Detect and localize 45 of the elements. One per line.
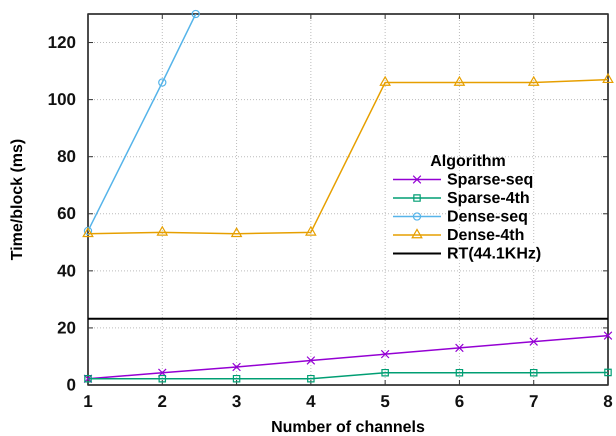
point	[456, 368, 464, 376]
point	[156, 226, 168, 236]
legend-label: Dense-seq	[447, 208, 528, 226]
x-tick-label: 7	[528, 392, 538, 412]
legend-label: Sparse-4th	[447, 190, 530, 207]
legend-label: Dense-4th	[447, 227, 524, 244]
y-axis-title: Time/block (ms)	[9, 138, 26, 260]
y-tick-label: 40	[57, 261, 76, 280]
point	[604, 331, 612, 340]
y-tick-label: 60	[57, 204, 76, 224]
point	[158, 368, 167, 378]
point	[528, 76, 540, 86]
x-axis-title: Number of channels	[271, 419, 425, 436]
point	[305, 226, 316, 236]
x-tick-label: 5	[380, 392, 390, 412]
x-tick-label: 8	[603, 392, 613, 412]
point	[232, 374, 240, 382]
point	[455, 343, 464, 352]
point	[454, 76, 465, 86]
point	[306, 356, 316, 365]
x-tick-label: 1	[83, 392, 93, 412]
x-tick-label: 3	[232, 392, 242, 412]
y-tick-label: 0	[66, 375, 76, 394]
legend-title: Algorithm	[430, 153, 506, 170]
y-tick-label: 20	[57, 318, 76, 338]
point	[604, 368, 612, 376]
point	[529, 337, 538, 346]
y-tick-label: 100	[48, 90, 76, 110]
legend-label: RT(44.1KHz)	[447, 246, 542, 262]
point	[530, 368, 538, 376]
legend-label: Sparse-seq	[447, 172, 534, 188]
point	[158, 78, 166, 87]
point	[158, 374, 166, 382]
y-tick-label: 80	[57, 147, 76, 166]
x-tick-label: 2	[158, 392, 168, 412]
x-tick-label: 4	[306, 392, 316, 412]
point	[307, 374, 315, 382]
point	[232, 362, 241, 372]
point	[381, 368, 389, 376]
point	[380, 76, 391, 86]
point	[602, 73, 614, 84]
point	[231, 228, 242, 238]
x-tick-label: 6	[454, 392, 464, 412]
point	[380, 350, 390, 359]
y-tick-label: 120	[48, 32, 76, 52]
